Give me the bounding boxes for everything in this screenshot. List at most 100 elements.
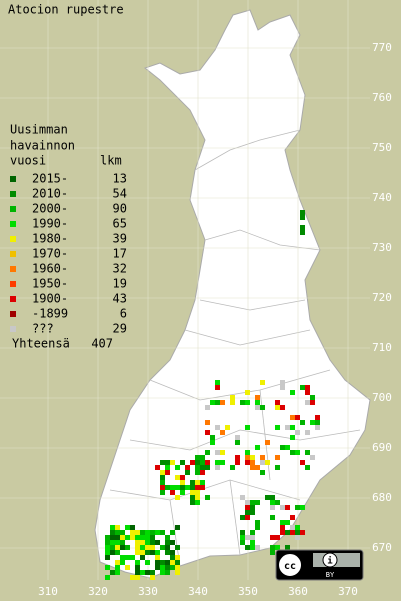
observation-square: [290, 435, 295, 440]
observation-square: [140, 555, 145, 560]
license-badge: cc i BY: [275, 549, 364, 581]
observation-square: [150, 575, 155, 580]
y-axis-label: 720: [372, 291, 392, 304]
observation-square: [250, 465, 255, 470]
observation-square: [290, 450, 295, 455]
legend-label: ???: [32, 322, 54, 336]
y-axis-label: 760: [372, 91, 392, 104]
license-text: BY: [326, 571, 335, 579]
y-axis-label: 750: [372, 141, 392, 154]
observation-square: [160, 545, 165, 550]
observation-square: [295, 450, 300, 455]
observation-square: [305, 430, 310, 435]
observation-square: [235, 455, 240, 460]
observation-square: [140, 570, 145, 575]
observation-square: [270, 545, 275, 550]
observation-square: [120, 545, 125, 550]
observation-square: [115, 540, 120, 545]
observation-square: [205, 420, 210, 425]
legend-swatch: [10, 176, 16, 182]
observation-square: [115, 525, 120, 530]
observation-square: [175, 485, 180, 490]
observation-square: [290, 515, 295, 520]
observation-square: [190, 490, 195, 495]
observation-square: [170, 530, 175, 535]
x-axis-label: 320: [88, 585, 108, 598]
observation-square: [285, 545, 290, 550]
observation-square: [115, 535, 120, 540]
observation-square: [305, 390, 310, 395]
legend-count: 13: [113, 172, 127, 186]
observation-square: [120, 555, 125, 560]
observation-square: [125, 545, 130, 550]
observation-square: [235, 460, 240, 465]
observation-square: [205, 465, 210, 470]
legend-swatch: [10, 251, 16, 257]
observation-square: [255, 405, 260, 410]
observation-square: [170, 565, 175, 570]
observation-square: [280, 530, 285, 535]
legend-swatch: [10, 221, 16, 227]
legend-swatch: [10, 266, 16, 272]
legend-swatch: [10, 326, 16, 332]
observation-square: [105, 550, 110, 555]
observation-square: [125, 565, 130, 570]
observation-square: [115, 560, 120, 565]
observation-square: [260, 470, 265, 475]
observation-square: [255, 445, 260, 450]
legend-total-label: Yhteensä: [12, 337, 70, 351]
observation-square: [255, 465, 260, 470]
observation-square: [135, 565, 140, 570]
observation-square: [270, 495, 275, 500]
observation-square: [145, 535, 150, 540]
legend-label: 1990-: [32, 217, 68, 231]
observation-square: [145, 540, 150, 545]
observation-square: [105, 535, 110, 540]
observation-square: [160, 475, 165, 480]
observation-square: [115, 550, 120, 555]
observation-square: [170, 550, 175, 555]
observation-square: [200, 465, 205, 470]
observation-square: [205, 495, 210, 500]
observation-square: [185, 485, 190, 490]
observation-square: [270, 505, 275, 510]
legend-label: 1980-: [32, 232, 68, 246]
x-axis-label: 350: [238, 585, 258, 598]
observation-square: [165, 540, 170, 545]
legend-count: 39: [113, 232, 127, 246]
observation-square: [250, 500, 255, 505]
observation-square: [175, 465, 180, 470]
observation-square: [165, 465, 170, 470]
y-axis-label: 680: [372, 491, 392, 504]
observation-square: [245, 510, 250, 515]
observation-square: [300, 215, 305, 220]
observation-square: [130, 530, 135, 535]
observation-square: [275, 500, 280, 505]
observation-square: [230, 395, 235, 400]
legend-swatch: [10, 281, 16, 287]
observation-square: [240, 495, 245, 500]
observation-square: [300, 530, 305, 535]
legend-label: 2010-: [32, 187, 68, 201]
observation-square: [255, 545, 260, 550]
observation-square: [265, 460, 270, 465]
observation-square: [210, 435, 215, 440]
legend-heading: havainnon: [10, 139, 75, 153]
observation-square: [245, 515, 250, 520]
observation-square: [280, 380, 285, 385]
legend-label: 1960-: [32, 262, 68, 276]
observation-square: [265, 495, 270, 500]
observation-square: [315, 420, 320, 425]
observation-square: [285, 425, 290, 430]
legend-count: 90: [113, 202, 127, 216]
observation-square: [160, 460, 165, 465]
observation-square: [275, 465, 280, 470]
observation-square: [255, 400, 260, 405]
observation-square: [240, 515, 245, 520]
observation-square: [150, 545, 155, 550]
observation-square: [105, 555, 110, 560]
observation-square: [300, 420, 305, 425]
observation-square: [245, 400, 250, 405]
observation-square: [165, 485, 170, 490]
